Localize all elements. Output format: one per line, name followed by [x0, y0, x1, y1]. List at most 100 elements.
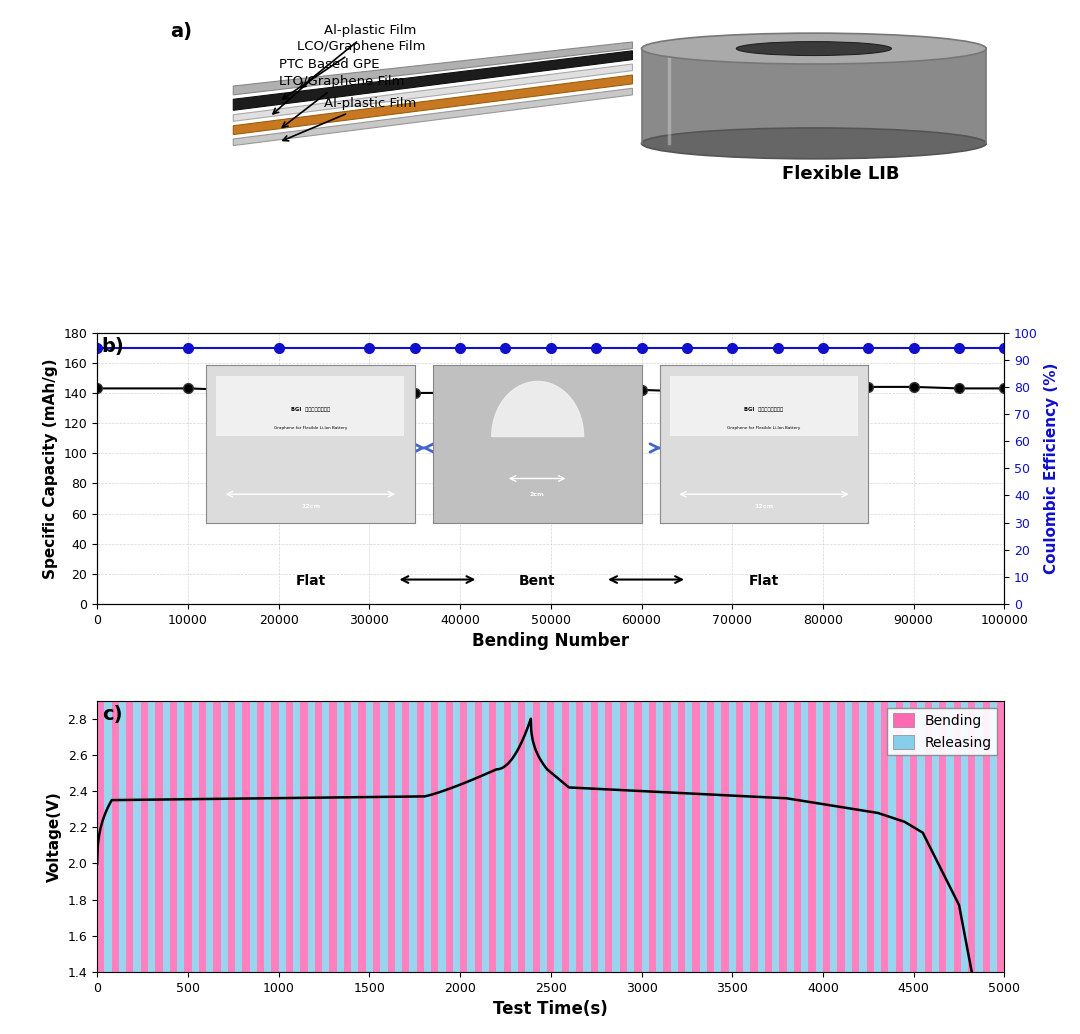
- Bar: [525, 701, 532, 972]
- Bar: [794, 701, 801, 972]
- Polygon shape: [233, 75, 633, 134]
- Bar: [322, 701, 329, 972]
- Text: Flat: Flat: [295, 574, 325, 587]
- Text: Bent: Bent: [518, 574, 555, 587]
- Bar: [845, 701, 852, 972]
- Bar: [954, 701, 961, 972]
- Bar: [548, 701, 554, 972]
- Bar: [140, 701, 148, 972]
- Bar: [134, 701, 140, 972]
- Bar: [482, 701, 489, 972]
- Bar: [308, 701, 315, 972]
- Bar: [220, 701, 228, 972]
- Bar: [228, 701, 235, 972]
- Bar: [503, 701, 511, 972]
- Bar: [642, 701, 649, 972]
- Bar: [591, 701, 598, 972]
- Bar: [214, 701, 220, 972]
- Text: Al-plastic Film: Al-plastic Film: [300, 25, 417, 88]
- Bar: [714, 701, 721, 972]
- Bar: [888, 701, 895, 972]
- Bar: [300, 701, 308, 972]
- Bar: [388, 701, 395, 972]
- Bar: [569, 701, 577, 972]
- Bar: [423, 701, 431, 972]
- Bar: [823, 701, 831, 972]
- Bar: [474, 701, 482, 972]
- Bar: [235, 701, 242, 972]
- Text: c): c): [102, 705, 122, 724]
- Bar: [489, 701, 497, 972]
- Bar: [315, 701, 322, 972]
- Bar: [780, 701, 786, 972]
- Bar: [242, 701, 249, 972]
- Bar: [577, 701, 583, 972]
- Y-axis label: Coulombic Efficiency (%): Coulombic Efficiency (%): [1043, 363, 1058, 574]
- Bar: [634, 701, 642, 972]
- Text: LCO/Graphene Film: LCO/Graphene Film: [283, 40, 426, 99]
- Bar: [265, 701, 271, 972]
- Bar: [97, 701, 105, 972]
- Bar: [366, 701, 373, 972]
- Bar: [903, 701, 910, 972]
- Polygon shape: [233, 51, 633, 111]
- Bar: [765, 701, 772, 972]
- Bar: [518, 701, 525, 972]
- Bar: [671, 701, 678, 972]
- Bar: [946, 701, 954, 972]
- Bar: [874, 701, 881, 972]
- Bar: [329, 701, 337, 972]
- Bar: [249, 701, 257, 972]
- Bar: [809, 701, 815, 972]
- Polygon shape: [642, 49, 986, 144]
- Bar: [786, 701, 794, 972]
- Bar: [801, 701, 809, 972]
- Bar: [924, 701, 932, 972]
- Bar: [148, 701, 156, 972]
- Bar: [612, 701, 620, 972]
- Bar: [729, 701, 735, 972]
- Bar: [968, 701, 975, 972]
- Bar: [409, 701, 417, 972]
- Bar: [866, 701, 874, 972]
- Text: LTO/Graphene Film: LTO/Graphene Film: [279, 75, 404, 127]
- Bar: [751, 701, 758, 972]
- Bar: [126, 701, 134, 972]
- Bar: [431, 701, 438, 972]
- Bar: [895, 701, 903, 972]
- Bar: [649, 701, 656, 972]
- Bar: [286, 701, 293, 972]
- Text: Flexible LIB: Flexible LIB: [782, 165, 900, 183]
- Bar: [656, 701, 663, 972]
- Text: Al-plastic Film: Al-plastic Film: [283, 97, 417, 141]
- Bar: [706, 701, 714, 972]
- Bar: [932, 701, 940, 972]
- Bar: [961, 701, 968, 972]
- Bar: [206, 701, 214, 972]
- Bar: [562, 701, 569, 972]
- Bar: [554, 701, 562, 972]
- Bar: [395, 701, 402, 972]
- Bar: [663, 701, 671, 972]
- Bar: [105, 701, 111, 972]
- Bar: [199, 701, 206, 972]
- Text: a): a): [170, 22, 192, 41]
- Bar: [837, 701, 845, 972]
- Bar: [692, 701, 700, 972]
- Ellipse shape: [642, 33, 986, 64]
- Bar: [743, 701, 751, 972]
- Bar: [735, 701, 743, 972]
- Bar: [983, 701, 990, 972]
- Bar: [111, 701, 119, 972]
- Bar: [177, 701, 185, 972]
- Bar: [860, 701, 866, 972]
- Bar: [156, 701, 162, 972]
- Bar: [460, 701, 468, 972]
- Bar: [417, 701, 423, 972]
- Bar: [337, 701, 343, 972]
- Text: Flat: Flat: [748, 574, 779, 587]
- Bar: [990, 701, 997, 972]
- Bar: [815, 701, 823, 972]
- Bar: [438, 701, 446, 972]
- Y-axis label: Specific Capacity (mAh/g): Specific Capacity (mAh/g): [43, 358, 58, 579]
